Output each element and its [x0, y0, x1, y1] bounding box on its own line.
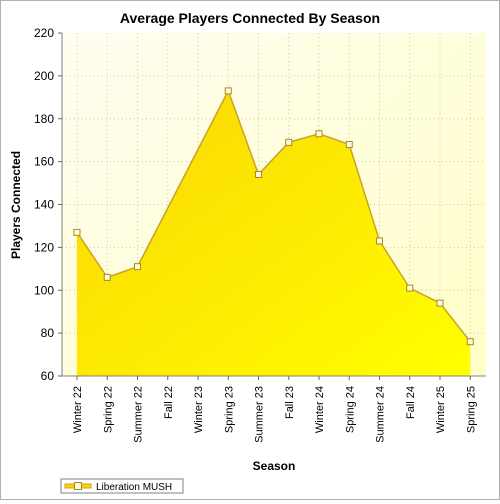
- y-axis: 60 80 100 120 140 160 180 200 220: [34, 26, 63, 383]
- x-tick-label: Fall 22: [163, 386, 175, 419]
- y-tick-label: 120: [34, 240, 54, 254]
- series-area-fill: [77, 90, 471, 376]
- x-tick-label: Fall 23: [284, 386, 296, 419]
- x-tick-label: Summer 22: [133, 386, 145, 443]
- data-point-marker: [224, 87, 232, 95]
- chart-title: Average Players Connected By Season: [120, 10, 380, 26]
- x-tick-label: Spring 25: [465, 386, 477, 433]
- y-tick-label: 60: [41, 369, 55, 383]
- data-point-marker: [103, 273, 111, 281]
- data-point-marker: [345, 140, 353, 148]
- x-tick-label: Spring 23: [223, 386, 235, 433]
- series-area: [76, 89, 471, 376]
- series-line: [76, 89, 471, 343]
- data-point-marker: [134, 263, 141, 271]
- y-tick-label: 80: [41, 326, 55, 340]
- data-point-marker: [436, 299, 444, 307]
- legend-box: [60, 478, 184, 494]
- x-tick-label: Winter 25: [435, 386, 447, 433]
- x-tick-label: Spring 22: [102, 386, 114, 433]
- x-tick-label: Winter 23: [193, 386, 205, 433]
- x-tick-label: Spring 24: [344, 386, 356, 433]
- x-axis-label: Season: [253, 459, 296, 473]
- data-point-marker: [315, 130, 323, 138]
- y-tick-label: 160: [34, 155, 54, 169]
- data-point-marker: [255, 170, 262, 178]
- x-tick-label: Fall 24: [405, 386, 417, 419]
- data-point-marker: [376, 237, 383, 245]
- y-tick-label: 180: [34, 112, 54, 126]
- y-axis-label: Players Connected: [9, 151, 23, 259]
- data-point-marker: [285, 138, 293, 146]
- y-tick-label: 200: [34, 69, 54, 83]
- x-tick-label: Winter 22: [72, 386, 84, 433]
- x-tick-label: Winter 24: [314, 386, 326, 433]
- x-tick-label: Summer 24: [375, 386, 387, 443]
- legend-swatch-marker: [74, 482, 82, 490]
- data-point-marker: [466, 338, 474, 346]
- legend-label: Liberation MUSH: [96, 482, 172, 493]
- x-axis: Winter 22 Spring 22 Summer 22 Fall 22 Winter…: [62, 375, 486, 443]
- y-tick-label: 220: [34, 26, 54, 40]
- legend: Liberation MUSH: [60, 478, 184, 494]
- series-markers: [73, 87, 474, 346]
- y-tick-label: 140: [34, 198, 54, 212]
- y-tick-label: 100: [34, 283, 54, 297]
- x-tick-label: Summer 23: [254, 386, 266, 443]
- data-point-marker: [73, 228, 81, 236]
- data-point-marker: [406, 284, 414, 292]
